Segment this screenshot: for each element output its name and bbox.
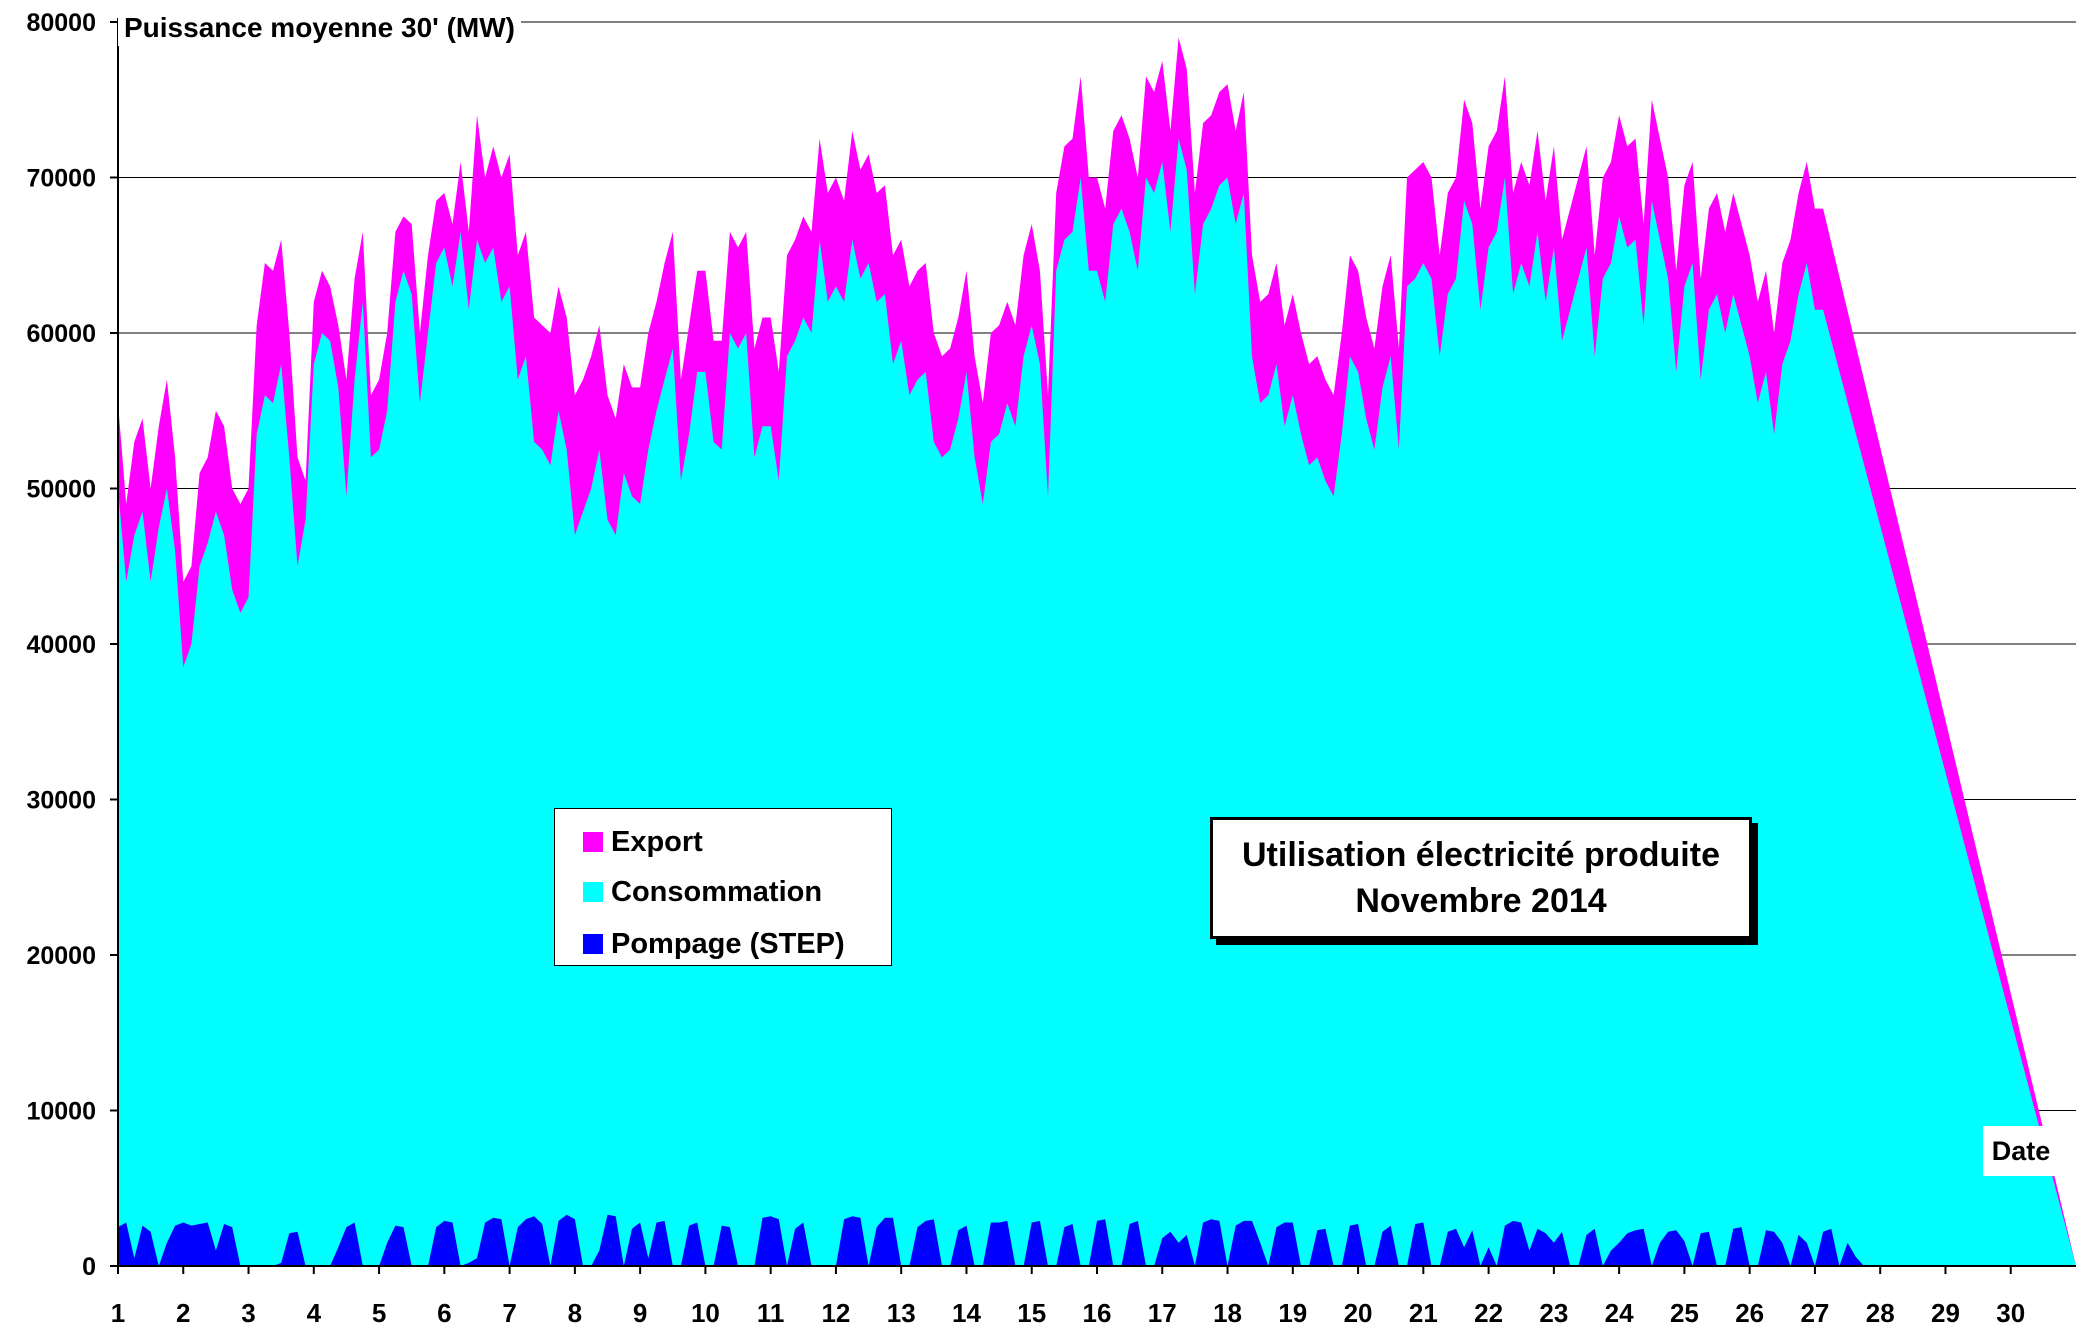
x-tick-label-14: 14 <box>952 1298 981 1328</box>
x-tick-label-29: 29 <box>1931 1298 1960 1328</box>
legend-label-export: Export <box>611 825 703 858</box>
x-tick-label-4: 4 <box>307 1298 322 1328</box>
legend-swatch-export <box>583 832 603 852</box>
x-tick-labels: 1 2 3 4 5 6 7 8 9 10 11 12 13 14 15 16 17 18 19 20 21 22 23 24 2… <box>111 1298 2025 1328</box>
x-tick-label-5: 5 <box>372 1298 386 1328</box>
chart-title-box: Utilisation électricité produite Novembr… <box>1210 817 1752 939</box>
y-tick-label-60000: 60000 <box>26 320 96 348</box>
legend-item-consommation: Consommation <box>583 875 823 908</box>
x-tick-label-9: 9 <box>633 1298 647 1328</box>
x-tick-label-28: 28 <box>1866 1298 1895 1328</box>
x-tick-label-27: 27 <box>1800 1298 1829 1328</box>
x-tick-label-3: 3 <box>241 1298 255 1328</box>
legend-item-pompage: Pompage (STEP) <box>583 927 845 960</box>
x-tick-label-10: 10 <box>691 1298 720 1328</box>
chart-title-line-1: Utilisation électricité produite <box>1242 836 1720 874</box>
x-tick-label-19: 19 <box>1278 1298 1307 1328</box>
x-tick-label-15: 15 <box>1017 1298 1046 1328</box>
legend: Export Consommation Pompage (STEP) <box>554 808 892 966</box>
series-area-pompage-step <box>118 1214 2076 1266</box>
axes <box>110 18 2076 1274</box>
y-tick-label-20000: 20000 <box>26 942 96 970</box>
y-axis-label-text: Puissance moyenne 30' (MW) <box>124 12 515 43</box>
x-tick-label-26: 26 <box>1735 1298 1764 1328</box>
x-tick-label-7: 7 <box>502 1298 516 1328</box>
x-tick-label-30: 30 <box>1996 1298 2025 1328</box>
legend-label-pompage: Pompage (STEP) <box>611 927 845 960</box>
x-tick-label-20: 20 <box>1344 1298 1373 1328</box>
x-tick-label-12: 12 <box>821 1298 850 1328</box>
x-tick-label-8: 8 <box>568 1298 582 1328</box>
y-axis-label: Puissance moyenne 30' (MW) <box>118 10 521 46</box>
x-tick-label-23: 23 <box>1539 1298 1568 1328</box>
y-tick-label-30000: 30000 <box>26 787 96 815</box>
x-tick-label-2: 2 <box>176 1298 190 1328</box>
x-tick-label-11: 11 <box>757 1298 785 1328</box>
x-tick-label-18: 18 <box>1213 1298 1242 1328</box>
x-tick-label-13: 13 <box>887 1298 916 1328</box>
area-layers <box>118 37 2076 1267</box>
legend-swatch-consommation <box>583 882 603 902</box>
y-tick-label-80000: 80000 <box>26 9 96 37</box>
y-tick-labels: 0 10000 20000 30000 40000 50000 60000 70000 8000… <box>26 9 96 1281</box>
x-axis-label-text: Date <box>1991 1135 2051 1166</box>
y-tick-label-10000: 10000 <box>26 1098 96 1126</box>
x-tick-label-1: 1 <box>111 1298 125 1328</box>
y-tick-label-40000: 40000 <box>26 631 96 659</box>
legend-item-export: Export <box>583 825 703 858</box>
x-tick-label-16: 16 <box>1083 1298 1112 1328</box>
x-tick-label-24: 24 <box>1605 1298 1634 1328</box>
x-tick-label-25: 25 <box>1670 1298 1699 1328</box>
x-tick-label-22: 22 <box>1474 1298 1503 1328</box>
y-tick-label-0: 0 <box>82 1253 96 1281</box>
y-tick-label-50000: 50000 <box>26 476 96 504</box>
y-tick-label-70000: 70000 <box>26 165 96 193</box>
x-tick-label-6: 6 <box>437 1298 451 1328</box>
series-area-consommation <box>118 138 2076 1267</box>
x-tick-label-17: 17 <box>1148 1298 1177 1328</box>
legend-label-consommation: Consommation <box>611 875 823 908</box>
legend-swatch-pompage <box>583 934 603 954</box>
chart-title-line-2: Novembre 2014 <box>1355 882 1607 920</box>
x-axis-label: Date <box>1983 1126 2059 1176</box>
x-tick-label-21: 21 <box>1409 1298 1438 1328</box>
